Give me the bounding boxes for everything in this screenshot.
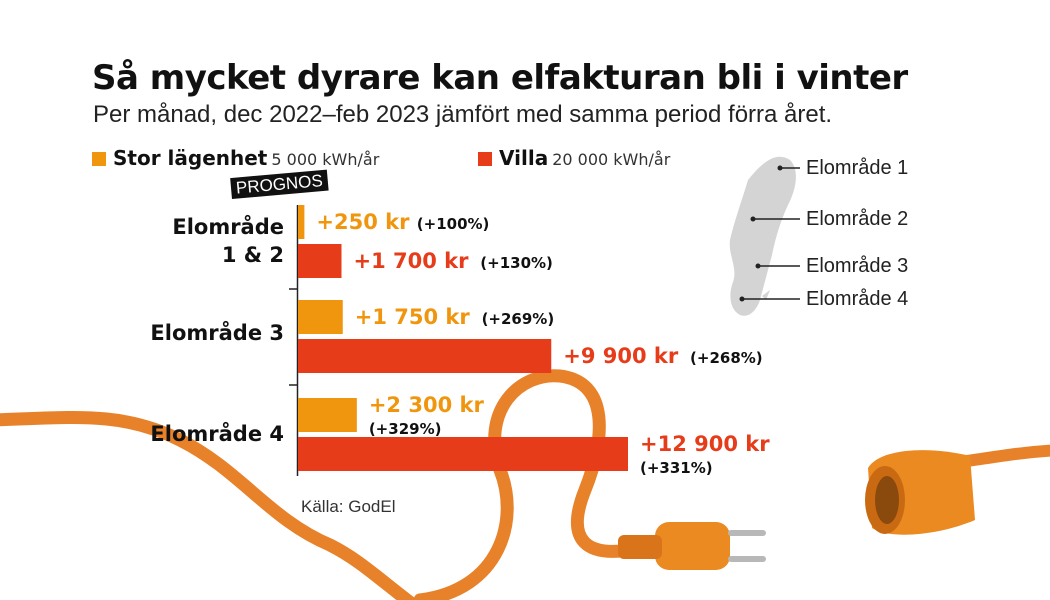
region-label-3: Elområde 3 <box>806 255 909 277</box>
category-label-line: Elområde <box>172 215 284 239</box>
bar-percent-label: (+269%) <box>482 310 555 328</box>
region-label-1: Elområde 1 <box>806 157 909 179</box>
region-label-2: Elområde 2 <box>806 208 909 230</box>
chart-subtitle: Per månad, dec 2022–feb 2023 jämfört med… <box>93 101 833 128</box>
bar-value-label: +2 300 kr <box>369 393 485 417</box>
bar-value-label: +1 700 kr <box>353 249 469 273</box>
legend-item-apartment: Stor lägenhet 5 000 kWh/år <box>92 146 379 170</box>
bar-value-label: +9 900 kr <box>563 344 679 368</box>
category-label-1-2: Elområde 1 & 2 <box>172 213 284 269</box>
bar-percent-label: (+329%) <box>369 420 442 438</box>
category-label-4: Elområde 4 <box>150 420 284 448</box>
bar-villa-2 <box>298 437 628 471</box>
socket-icon <box>865 450 975 535</box>
chart-title: Så mycket dyrare kan elfakturan bli i vi… <box>92 58 908 98</box>
legend-unit: 5 000 kWh/år <box>271 150 380 169</box>
category-label-line: Elområde 4 <box>150 422 284 446</box>
bar-percent-label: (+331%) <box>640 459 713 477</box>
legend-swatch-villa <box>478 152 492 166</box>
region-leaders <box>739 165 800 302</box>
category-label-line: Elområde 3 <box>150 321 284 345</box>
bar-apartment-2 <box>298 398 357 432</box>
bar-value-label: +1 750 kr <box>355 305 471 329</box>
legend-name: Villa <box>499 146 549 170</box>
bar-percent-label: (+100%) <box>417 215 490 233</box>
sweden-map <box>729 156 796 316</box>
bar-value-label: +250 kr <box>316 210 410 234</box>
legend-item-villa: Villa 20 000 kWh/år <box>478 146 670 170</box>
cable-right <box>954 444 1050 468</box>
bar-apartment-1 <box>298 300 343 334</box>
source-note: Källa: GodEl <box>301 497 396 516</box>
bar-value-label: +12 900 kr <box>640 432 770 456</box>
bar-percent-label: (+268%) <box>690 349 763 367</box>
legend-name: Stor lägenhet <box>113 146 268 170</box>
region-label-4: Elområde 4 <box>806 288 909 310</box>
bar-percent-label: (+130%) <box>480 254 553 272</box>
category-label-3: Elområde 3 <box>150 319 284 347</box>
category-label-line: 1 & 2 <box>221 243 284 267</box>
plug-icon <box>618 522 766 570</box>
bar-villa-0 <box>298 244 342 278</box>
legend-swatch-apartment <box>92 152 106 166</box>
legend-unit: 20 000 kWh/år <box>552 150 671 169</box>
cable-left <box>0 411 418 600</box>
bar-apartment-0 <box>298 205 305 239</box>
bar-villa-1 <box>298 339 552 373</box>
cable-loop <box>413 369 667 600</box>
